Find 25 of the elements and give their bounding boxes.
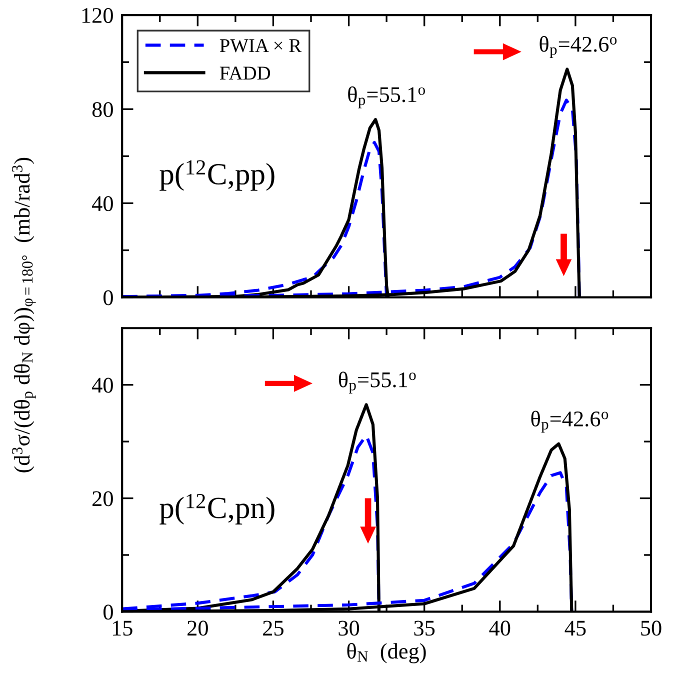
text: (d$^{3}$σ/(dθ$_{p}$ dθ$_{N}$ dφ))$_{φ=180°}$ (mb/rad$^{3}$) <box>12 158 36 472</box>
y-tick-label: 0 <box>104 290 113 306</box>
y-tick-label: 40 <box>92 378 113 393</box>
x-tick-label: 30 <box>338 620 360 636</box>
annotation: θ$_{p}$=55.1$^{o}$ <box>348 86 425 108</box>
annotation: θ$_{p}$=42.6$^{o}$ <box>540 36 617 58</box>
y-tick-label: 120 <box>82 8 113 23</box>
annotation: p($^{12}$C,pp) <box>160 160 274 191</box>
legend-label: FADD <box>220 66 270 80</box>
x-tick-label: 45 <box>564 620 586 636</box>
x-tick-label: 35 <box>414 620 435 636</box>
legend-label: PWIA × R <box>220 39 302 52</box>
annotation: θ$_{p}$=42.6$^{o}$ <box>531 410 608 433</box>
y-tick-label: 0 <box>104 604 113 620</box>
annotation: p($^{12}$C,pn) <box>160 494 274 524</box>
y-tick-label: 20 <box>92 491 113 506</box>
x-tick-label: 25 <box>263 620 284 636</box>
x-axis-title: θ$_{N}$ (deg) <box>347 642 426 664</box>
y-tick-label: 40 <box>92 196 113 212</box>
annotation: θ$_{p}$=55.1$^{o}$ <box>338 372 416 394</box>
x-tick-label: 40 <box>489 620 510 636</box>
x-tick-label: 50 <box>641 620 662 636</box>
y-tick-label: 80 <box>92 102 113 118</box>
x-tick-label: 20 <box>188 620 208 636</box>
x-tick-label: 15 <box>112 620 132 636</box>
